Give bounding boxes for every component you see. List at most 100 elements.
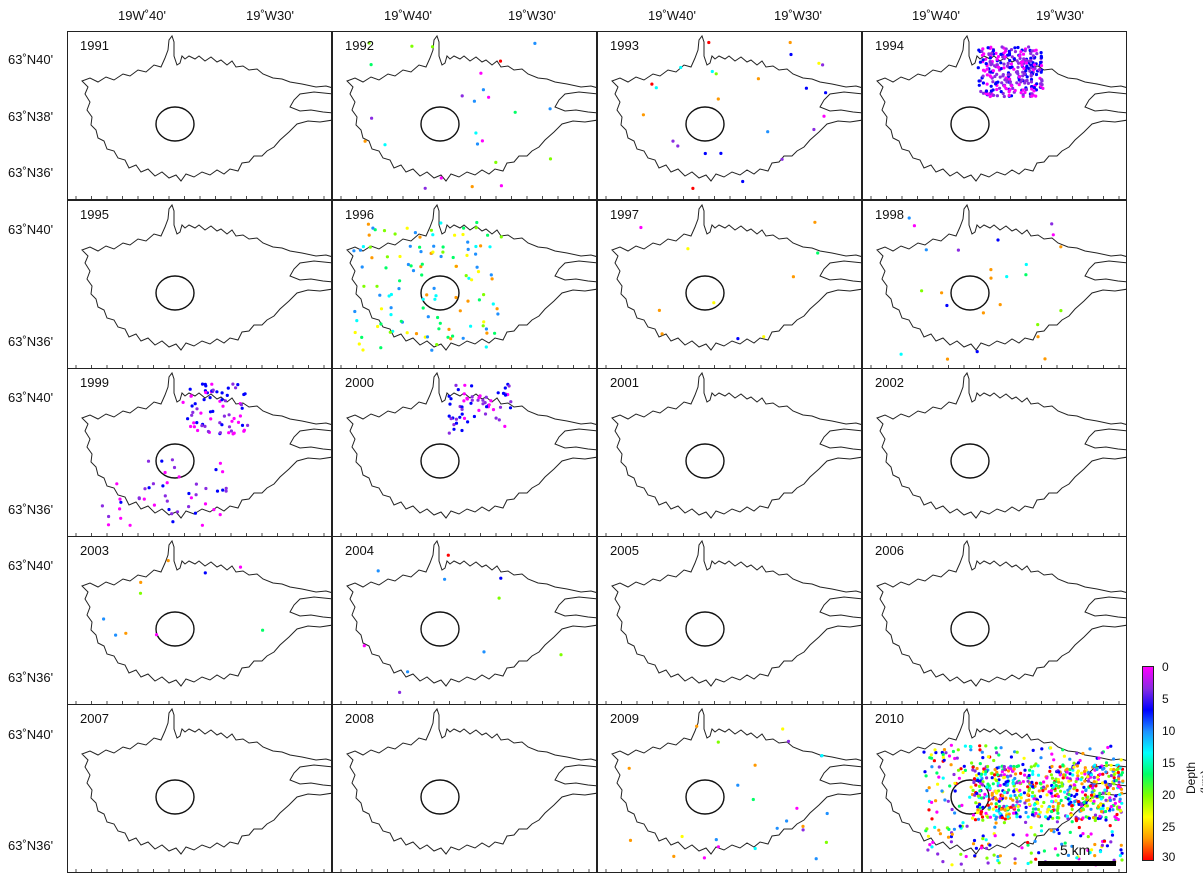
earthquake-point: [405, 226, 409, 230]
earthquake-point: [981, 783, 985, 787]
earthquake-point: [1032, 63, 1036, 67]
earthquake-point: [477, 396, 481, 400]
earthquake-point: [824, 91, 828, 95]
earthquake-point: [973, 854, 977, 858]
earthquake-point: [1000, 816, 1005, 820]
earthquake-point: [1094, 784, 1098, 788]
earthquake-point: [451, 334, 455, 338]
earthquake-point: [1100, 843, 1104, 847]
earthquake-point: [454, 417, 458, 421]
earthquake-point: [1088, 747, 1092, 751]
earthquake-point: [1008, 80, 1012, 84]
earthquake-point: [439, 254, 443, 259]
earthquake-point: [446, 335, 450, 339]
earthquake-point: [1027, 802, 1032, 806]
earthquake-point: [367, 41, 371, 45]
earthquake-point: [1008, 77, 1012, 81]
earthquake-point: [676, 144, 680, 148]
earthquake-point: [1060, 842, 1064, 846]
earthquake-point: [1097, 756, 1101, 760]
earthquake-point: [1031, 748, 1035, 752]
earthquake-point: [968, 795, 972, 799]
left-axis-label: 63˚N36': [8, 334, 54, 349]
earthquake-point: [223, 399, 227, 403]
earthquake-point: [466, 247, 470, 251]
earthquake-point: [163, 494, 167, 498]
earthquake-point: [987, 52, 991, 56]
earthquake-point: [1023, 90, 1027, 95]
earthquake-point: [477, 298, 481, 302]
earthquake-point: [995, 57, 999, 61]
earthquake-point: [1070, 820, 1074, 824]
earthquake-point: [230, 419, 234, 423]
earthquake-point: [472, 414, 476, 419]
earthquake-point: [996, 65, 1000, 69]
earthquake-point: [1070, 844, 1074, 848]
earthquake-point: [470, 398, 474, 402]
earthquake-point: [912, 224, 916, 228]
earthquake-point: [200, 523, 204, 527]
earthquake-point: [470, 384, 474, 388]
earthquake-point: [1033, 833, 1037, 837]
earthquake-point: [1086, 770, 1090, 774]
earthquake-point: [493, 331, 497, 335]
earthquake-point: [458, 309, 462, 313]
earthquake-point: [447, 394, 451, 398]
earthquake-point: [1072, 761, 1076, 765]
earthquake-point: [1026, 861, 1030, 866]
earthquake-point: [1073, 794, 1077, 798]
earthquake-point: [1101, 781, 1105, 785]
earthquake-point: [1006, 61, 1010, 65]
earthquake-point: [371, 226, 375, 230]
earthquake-point: [1121, 779, 1125, 783]
earthquake-point: [484, 395, 488, 399]
earthquake-point: [447, 327, 451, 331]
earthquake-point: [741, 179, 745, 184]
earthquake-point: [432, 286, 436, 290]
earthquake-point: [366, 222, 370, 226]
scalebar-label: 5 km: [1060, 842, 1091, 858]
earthquake-point: [941, 776, 945, 780]
earthquake-point: [937, 775, 941, 779]
glacier-outline-map: [605, 34, 861, 199]
earthquake-point: [1015, 70, 1019, 74]
earthquake-point: [1003, 78, 1007, 82]
earthquake-point: [1079, 834, 1083, 838]
earthquake-point: [385, 255, 389, 259]
earthquake-point: [934, 799, 938, 803]
earthquake-point: [996, 55, 1000, 59]
panel-year-label: 2007: [80, 711, 109, 726]
earthquake-point: [1075, 764, 1079, 768]
earthquake-point: [924, 248, 928, 252]
earthquake-point: [998, 75, 1002, 79]
earthquake-point: [974, 783, 978, 787]
earthquake-point: [1120, 858, 1124, 862]
earthquake-point: [926, 848, 930, 852]
panel-year-label: 2004: [345, 543, 374, 558]
earthquake-point: [167, 507, 171, 512]
earthquake-point: [1066, 788, 1070, 792]
earthquake-point: [218, 513, 222, 517]
earthquake-point: [990, 791, 994, 795]
earthquake-point: [227, 431, 231, 435]
earthquake-point: [986, 755, 990, 759]
earthquake-point: [203, 571, 207, 575]
top-axis-label: 19˚W30': [508, 8, 557, 23]
earthquake-point: [964, 854, 968, 859]
earthquake-point: [1093, 818, 1097, 823]
earthquake-point: [218, 461, 222, 465]
earthquake-point: [1053, 847, 1057, 851]
colorbar-label: Depth (km): [1184, 761, 1203, 794]
earthquake-point: [202, 398, 206, 402]
earthquake-point: [1061, 748, 1065, 752]
earthquake-point: [650, 82, 654, 86]
earthquake-point: [462, 392, 466, 396]
earthquake-point: [496, 391, 500, 395]
earthquake-point: [972, 838, 977, 843]
earthquake-point: [398, 279, 402, 283]
earthquake-point: [421, 297, 425, 301]
earthquake-point: [460, 428, 464, 433]
earthquake-point: [1113, 801, 1117, 805]
earthquake-point: [997, 753, 1001, 757]
left-axis-label: 63˚N40': [8, 558, 54, 573]
